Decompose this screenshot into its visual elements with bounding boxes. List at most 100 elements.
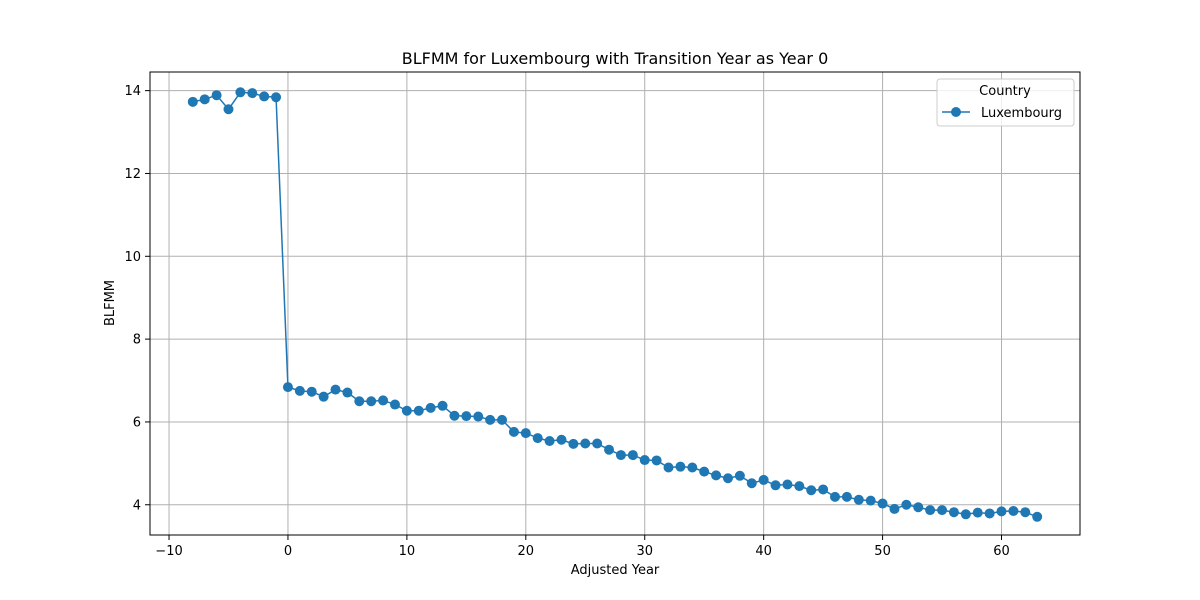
x-tick-label: 10 bbox=[399, 544, 416, 559]
data-point bbox=[782, 479, 793, 490]
data-point bbox=[413, 405, 424, 416]
y-axis-label: BLFMM bbox=[103, 280, 118, 326]
data-point bbox=[937, 505, 948, 516]
data-point bbox=[948, 507, 959, 518]
data-point bbox=[877, 498, 888, 509]
data-point bbox=[235, 87, 246, 98]
data-point bbox=[330, 384, 341, 395]
data-point bbox=[663, 462, 674, 473]
y-tick-label: 4 bbox=[133, 498, 141, 513]
data-point bbox=[627, 450, 638, 461]
data-point bbox=[770, 480, 781, 491]
data-point bbox=[259, 91, 270, 102]
data-point bbox=[722, 473, 733, 484]
data-point bbox=[199, 94, 210, 105]
data-point bbox=[223, 104, 234, 115]
x-tick-label: 50 bbox=[874, 544, 891, 559]
data-point bbox=[401, 405, 412, 416]
data-point bbox=[1032, 511, 1043, 522]
data-point bbox=[461, 411, 472, 422]
data-point bbox=[580, 438, 591, 449]
data-point bbox=[794, 481, 805, 492]
data-point bbox=[984, 508, 995, 519]
data-point bbox=[294, 385, 305, 396]
data-point bbox=[901, 499, 912, 510]
data-point bbox=[675, 461, 686, 472]
data-point bbox=[996, 506, 1007, 517]
data-point bbox=[354, 396, 365, 407]
data-point bbox=[497, 414, 508, 425]
data-point bbox=[187, 96, 198, 107]
data-point bbox=[818, 484, 829, 495]
data-point bbox=[318, 391, 329, 402]
grid bbox=[150, 72, 1080, 535]
data-point bbox=[592, 438, 603, 449]
data-point bbox=[282, 382, 293, 393]
y-tick-label: 6 bbox=[133, 415, 141, 430]
data-point bbox=[425, 402, 436, 413]
data-point bbox=[604, 444, 615, 455]
data-point bbox=[532, 433, 543, 444]
data-point bbox=[913, 502, 924, 513]
legend-box bbox=[936, 78, 1075, 127]
data-point bbox=[972, 507, 983, 518]
data-point bbox=[925, 505, 936, 516]
legend: Country Luxembourg bbox=[936, 78, 1075, 127]
data-point bbox=[342, 387, 353, 398]
data-point bbox=[247, 88, 258, 99]
data-point bbox=[544, 435, 555, 446]
data-point bbox=[960, 509, 971, 520]
x-tick-label: 0 bbox=[284, 544, 292, 559]
data-point bbox=[485, 414, 496, 425]
data-point bbox=[841, 491, 852, 502]
legend-marker-swatch bbox=[951, 107, 961, 117]
data-point bbox=[746, 478, 757, 489]
plot-frame bbox=[149, 71, 1081, 536]
data-point bbox=[568, 438, 579, 449]
x-tick-label: 30 bbox=[636, 544, 653, 559]
data-point bbox=[389, 399, 400, 410]
x-tick-label: 60 bbox=[993, 544, 1010, 559]
series-layer bbox=[187, 87, 1043, 522]
x-tick-label: 20 bbox=[518, 544, 535, 559]
data-point bbox=[520, 428, 531, 439]
y-axis-ticks: 4 6 8 10 12 14 bbox=[124, 84, 150, 513]
y-tick-label: 10 bbox=[124, 250, 141, 265]
data-point bbox=[734, 470, 745, 481]
legend-entry-label: Luxembourg bbox=[981, 106, 1062, 121]
data-point bbox=[366, 396, 377, 407]
data-point bbox=[378, 395, 389, 406]
x-tick-label: 40 bbox=[755, 544, 772, 559]
data-point bbox=[437, 400, 448, 411]
data-point bbox=[853, 494, 864, 505]
data-point bbox=[865, 495, 876, 506]
data-point bbox=[889, 503, 900, 514]
data-point bbox=[508, 426, 519, 437]
data-point bbox=[449, 410, 460, 421]
data-point bbox=[556, 434, 567, 445]
chart-title: BLFMM for Luxembourg with Transition Yea… bbox=[402, 49, 829, 68]
x-axis-ticks: −10 0 10 20 30 40 50 60 bbox=[155, 535, 1010, 559]
data-point bbox=[306, 386, 317, 397]
data-point bbox=[699, 466, 710, 477]
data-point bbox=[830, 491, 841, 502]
data-point bbox=[806, 485, 817, 496]
x-axis-label: Adjusted Year bbox=[571, 563, 660, 578]
x-tick-label: −10 bbox=[155, 544, 182, 559]
data-point bbox=[271, 92, 282, 103]
legend-title: Country bbox=[979, 84, 1031, 99]
data-point bbox=[758, 474, 769, 485]
data-point bbox=[639, 455, 650, 466]
data-point bbox=[1020, 507, 1031, 518]
data-point bbox=[211, 90, 222, 101]
y-tick-label: 12 bbox=[124, 167, 141, 182]
data-point bbox=[615, 450, 626, 461]
data-point bbox=[651, 455, 662, 466]
data-point bbox=[473, 411, 484, 422]
data-point bbox=[1008, 505, 1019, 516]
data-point bbox=[687, 462, 698, 473]
y-tick-label: 14 bbox=[124, 84, 141, 99]
data-point bbox=[711, 470, 722, 481]
y-tick-label: 8 bbox=[133, 333, 141, 348]
